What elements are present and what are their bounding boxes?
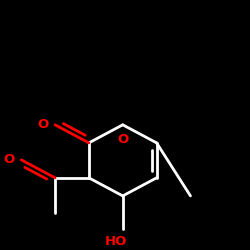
Text: HO: HO	[105, 234, 127, 248]
Text: O: O	[3, 153, 15, 166]
Text: O: O	[37, 118, 48, 131]
Text: O: O	[117, 133, 128, 146]
